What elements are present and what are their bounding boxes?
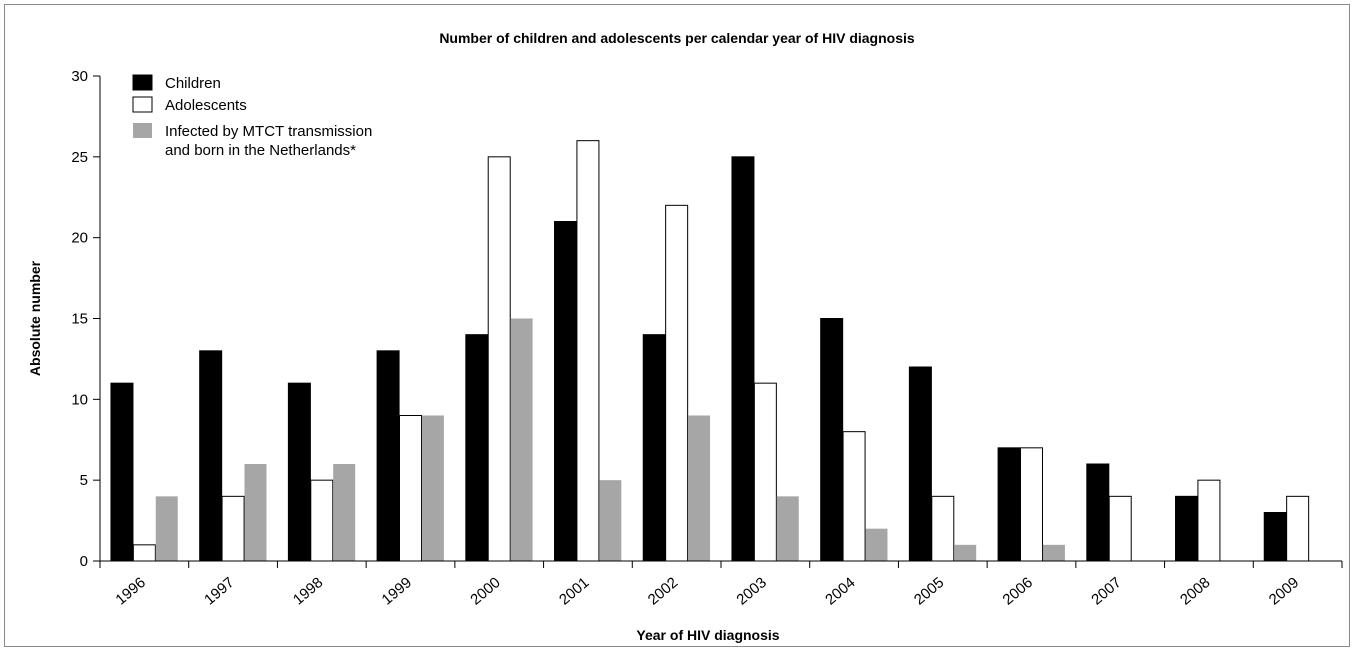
y-tick-label: 5 [80, 472, 88, 489]
x-tick-label: 1999 [379, 574, 415, 608]
y-tick-label: 25 [71, 149, 88, 166]
bar-mtct-2001 [599, 480, 622, 561]
x-tick-label: 2003 [733, 574, 769, 608]
y-tick-label: 0 [80, 553, 88, 570]
bar-mtct-2000 [510, 318, 533, 561]
y-axis-title: Absolute number [27, 260, 43, 376]
x-tick-label: 1997 [201, 574, 237, 608]
bar-adolescents-2000 [487, 156, 511, 562]
x-tick-label: 2007 [1088, 574, 1124, 608]
bar-children-1998 [287, 382, 311, 562]
bar-children-2007 [1086, 463, 1110, 562]
bar-adolescents-2002 [665, 204, 689, 562]
bar-children-2002 [642, 334, 666, 562]
bar-children-1996 [110, 382, 134, 562]
x-tick-label: 2004 [822, 574, 858, 608]
bar-mtct-1996 [155, 496, 178, 561]
x-tick-label: 2009 [1266, 574, 1302, 608]
bar-children-2005 [908, 366, 932, 562]
legend-label: Adolescents [165, 97, 247, 114]
legend: Children Adolescents Infected by MTCT tran… [132, 74, 372, 159]
legend-swatch [133, 123, 152, 138]
bar-adolescents-1999 [399, 415, 422, 562]
bar-adolescents-2001 [576, 140, 600, 562]
legend-swatch [132, 74, 153, 91]
bar-adolescents-1997 [221, 495, 245, 562]
bar-adolescents-2006 [1020, 447, 1043, 562]
bar-mtct-1999 [421, 415, 444, 561]
chart-title: Number of children and adolescents per c… [439, 30, 915, 46]
x-tick-label: 2000 [467, 574, 503, 608]
x-tick-label: 2008 [1177, 574, 1213, 608]
bar-adolescents-2003 [753, 382, 777, 562]
x-tick-label: 1996 [112, 574, 148, 608]
bar-mtct-2002 [688, 415, 711, 561]
bars-group [110, 140, 1310, 562]
bar-adolescents-2007 [1108, 495, 1132, 562]
x-ticks: 1996 1997 1998 1999 2000 2001 2002 2003 2004 2005… [99, 561, 1343, 609]
x-tick-label: 1998 [290, 574, 326, 608]
bar-mtct-2003 [776, 496, 799, 561]
bar-mtct-2004 [865, 528, 888, 561]
x-axis-title: Year of HIV diagnosis [636, 627, 779, 643]
bar-children-2003 [731, 156, 755, 562]
y-tick-label: 15 [71, 311, 88, 328]
bar-children-2009 [1263, 512, 1287, 562]
legend-label: Children [165, 75, 221, 92]
y-ticks: 0 5 10 15 20 25 30 [71, 68, 100, 570]
bar-adolescents-2009 [1286, 495, 1310, 562]
bar-mtct-1997 [244, 464, 267, 561]
bar-children-1997 [199, 350, 223, 562]
bar-children-2000 [465, 334, 489, 562]
bar-mtct-1998 [333, 464, 356, 561]
y-tick-label: 10 [71, 391, 88, 408]
y-tick-label: 20 [71, 230, 88, 247]
bar-adolescents-1998 [310, 479, 334, 562]
bar-children-2006 [997, 447, 1021, 562]
bar-children-2001 [554, 221, 578, 562]
bar-mtct-2006 [1042, 544, 1065, 561]
x-tick-label: 2005 [911, 574, 947, 608]
x-tick-label: 2006 [1000, 574, 1036, 608]
bar-adolescents-2005 [931, 495, 955, 562]
y-tick-label: 30 [71, 68, 88, 85]
legend-label: Infected by MTCT transmission and born in… [165, 123, 372, 159]
bar-children-2008 [1175, 495, 1199, 562]
bar-children-1999 [376, 350, 400, 562]
bar-adolescents-2008 [1197, 479, 1221, 562]
bar-mtct-2005 [954, 544, 977, 561]
x-tick-label: 2001 [556, 574, 592, 608]
bar-adolescents-1996 [132, 544, 156, 562]
bar-children-2004 [820, 318, 844, 562]
bar-adolescents-2004 [842, 431, 866, 562]
legend-swatch [132, 96, 153, 113]
x-tick-label: 2002 [645, 574, 681, 608]
